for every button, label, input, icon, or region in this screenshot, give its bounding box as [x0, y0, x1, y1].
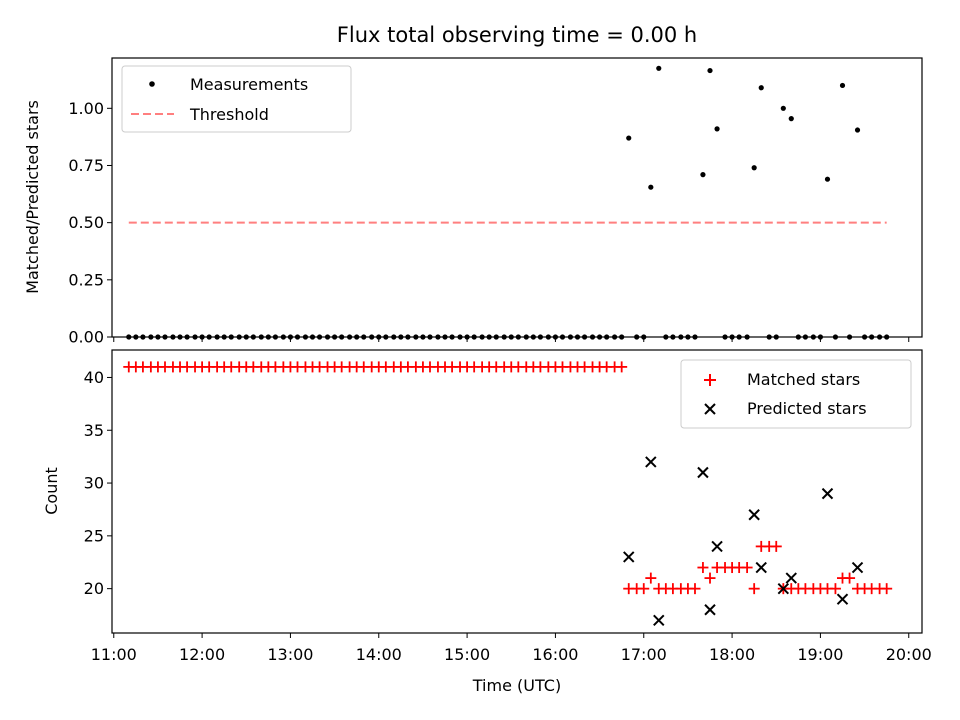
predicted-star-point	[785, 572, 797, 584]
matched-star-point	[689, 583, 701, 595]
bottom-x-tick-label: 14:00	[356, 645, 402, 664]
measurement-point	[854, 127, 861, 133]
bottom-y-axis-label: Count	[42, 467, 61, 515]
measurement-point	[707, 67, 713, 74]
legend-matched-marker	[704, 374, 716, 386]
predicted-star-point	[704, 604, 716, 616]
bottom-x-tick-label: 20:00	[886, 645, 932, 664]
bottom-y-axis-ticks: 20 25 30 35 40	[84, 368, 112, 598]
matched-star-point	[881, 583, 893, 595]
legend-matched-label: Matched stars	[747, 370, 860, 389]
bottom-x-tick-label: 11:00	[91, 645, 137, 664]
measurement-point	[648, 184, 654, 190]
legend-measurements-marker	[149, 81, 155, 87]
measurement-point	[758, 85, 764, 91]
legend-predicted-marker	[704, 403, 716, 415]
legend-measurements-label: Measurements	[190, 75, 308, 94]
predicted-star-point	[711, 540, 723, 553]
bottom-x-axis-ticks: 11:00 12:00 13:00 14:00 15:00 16:00 17:00 18:00…	[91, 633, 932, 664]
bottom-x-tick-label: 15:00	[444, 645, 490, 664]
predicted-star-point	[755, 561, 767, 574]
bottom-y-tick-label: 30	[84, 474, 104, 493]
top-legend-box	[121, 65, 352, 133]
top-y-tick-label: 0.75	[68, 156, 104, 175]
matched-star-point	[704, 572, 716, 584]
legend-threshold-label: Threshold	[189, 105, 269, 124]
predicted-stars-points	[623, 456, 864, 627]
predicted-star-point	[697, 466, 709, 479]
matched-star-point	[770, 540, 782, 552]
top-y-tick-label: 0.25	[68, 270, 104, 289]
matched-star-point	[741, 562, 753, 574]
top-plot-frame	[111, 57, 923, 338]
matched-star-point	[638, 583, 650, 595]
predicted-star-point	[645, 456, 657, 468]
bottom-plot-frame	[111, 349, 923, 634]
top-y-tick-label: 0.50	[68, 213, 104, 232]
measurement-point	[780, 105, 786, 111]
predicted-star-point	[777, 582, 790, 595]
bottom-x-tick-label: 19:00	[797, 645, 843, 664]
chart-title: Flux total observing time = 0.00 h	[337, 23, 697, 47]
matched-star-point	[844, 572, 856, 584]
bottom-x-tick-label: 13:00	[267, 645, 313, 664]
predicted-star-point	[623, 551, 635, 563]
measurement-point	[839, 82, 846, 89]
top-y-axis-ticks: 0.00 0.25 0.50 0.75 1.00	[68, 99, 112, 347]
matched-star-point	[748, 583, 760, 595]
predicted-star-point	[836, 593, 849, 605]
top-legend: Measurements Threshold	[121, 65, 352, 133]
predicted-star-point	[653, 614, 665, 627]
measurement-point	[626, 135, 632, 141]
top-y-tick-label: 1.00	[68, 99, 104, 118]
top-y-axis-label: Matched/Predicted stars	[23, 100, 42, 294]
measurement-point	[824, 176, 831, 182]
bottom-y-tick-label: 20	[84, 579, 104, 598]
measurement-point	[656, 65, 662, 71]
predicted-star-point	[851, 561, 864, 574]
measurement-point	[700, 172, 706, 178]
bottom-legend-box	[680, 359, 912, 429]
measurement-point	[751, 165, 757, 171]
bottom-y-tick-label: 40	[84, 368, 104, 387]
measurement-point	[788, 116, 794, 122]
matched-star-point	[616, 361, 628, 373]
bottom-x-tick-label: 16:00	[532, 645, 578, 664]
matched-star-point	[829, 583, 841, 595]
legend-predicted-label: Predicted stars	[747, 399, 867, 418]
bottom-x-tick-label: 18:00	[709, 645, 755, 664]
predicted-star-point	[748, 509, 760, 521]
bottom-panel: 20 25 30 35 40 11:00 12:00 13:00 14:00 15:00 16:0…	[42, 349, 932, 695]
bottom-y-tick-label: 25	[84, 526, 104, 545]
top-panel: 0.00 0.25 0.50 0.75 1.00 Matched/Predicted s…	[23, 57, 923, 347]
matched-star-point	[697, 562, 709, 574]
matched-star-point	[645, 572, 657, 584]
matched-stars-points	[123, 361, 893, 595]
bottom-x-axis-label: Time (UTC)	[472, 676, 561, 695]
bottom-y-tick-label: 35	[84, 421, 104, 440]
bottom-x-tick-label: 12:00	[179, 645, 225, 664]
measurement-point	[714, 126, 720, 132]
bottom-x-tick-label: 17:00	[621, 645, 667, 664]
top-y-tick-label: 0.00	[68, 328, 104, 347]
bottom-legend: Matched stars Predicted stars	[680, 359, 912, 429]
predicted-star-point	[821, 487, 834, 500]
